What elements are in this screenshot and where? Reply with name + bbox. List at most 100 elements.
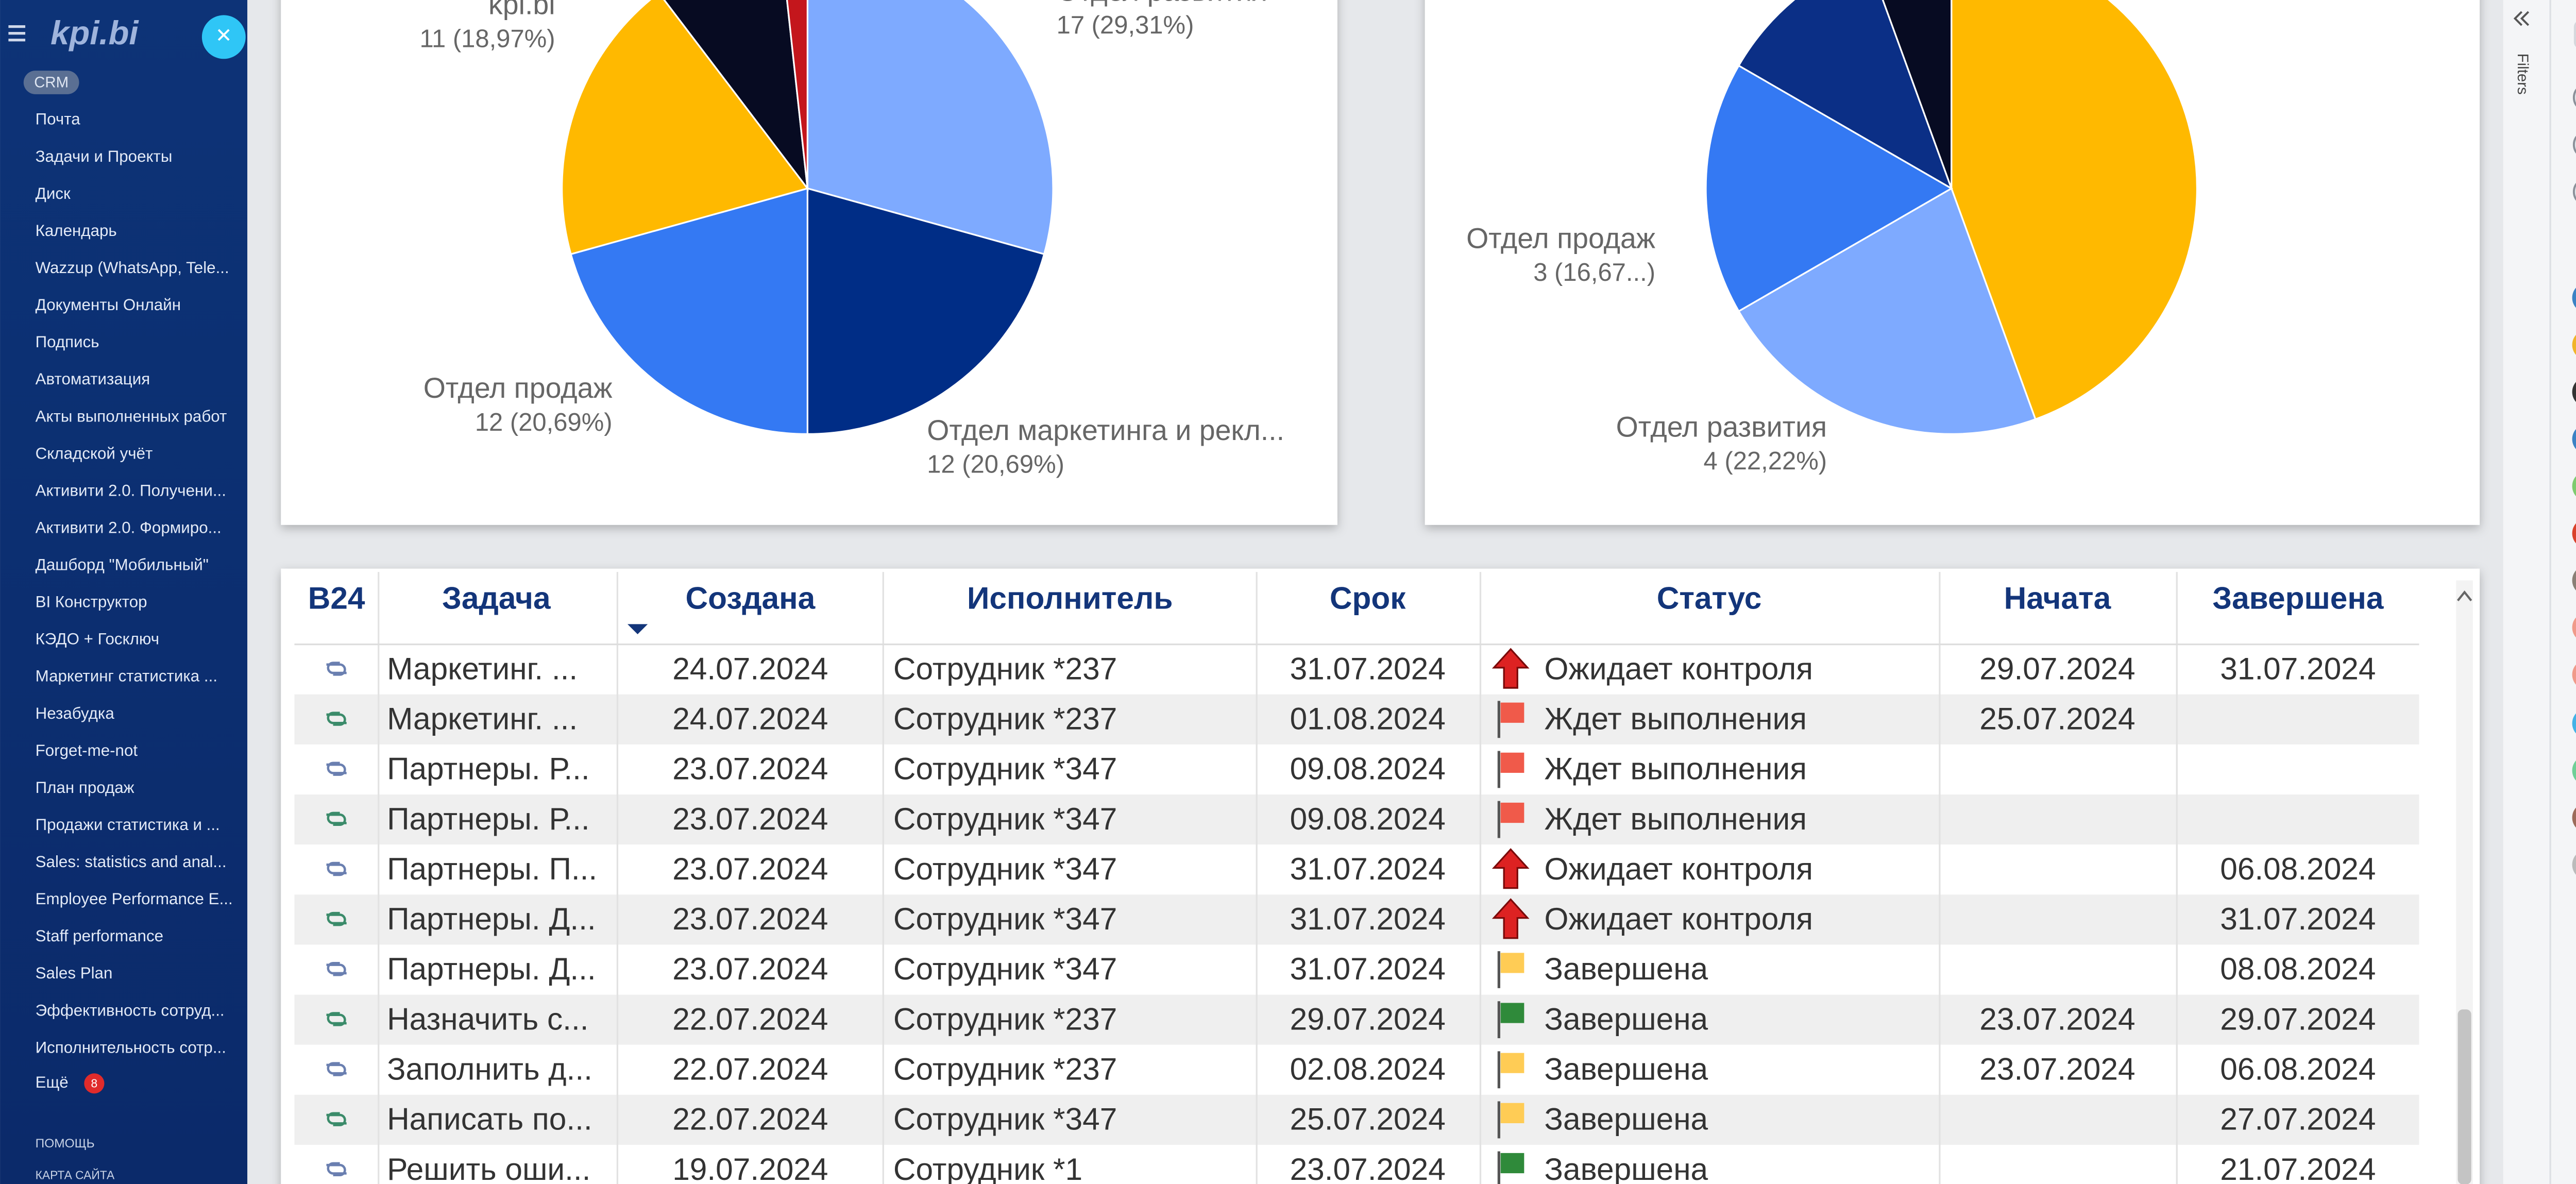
more-count: 8	[91, 1076, 98, 1090]
table-cell: 24.07.2024	[672, 651, 828, 686]
rail-icon[interactable]	[2572, 84, 2576, 111]
help-link[interactable]: ПОМОЩЬ	[36, 1137, 95, 1151]
avatar[interactable]	[2572, 377, 2576, 407]
menu-item[interactable]: Акты выполненных работ	[36, 407, 227, 425]
menu-item[interactable]: Forget-me-not	[36, 741, 138, 759]
link-icon[interactable]	[326, 1162, 347, 1177]
menu-item[interactable]: BI Конструктор	[36, 593, 147, 611]
scroll-thumb[interactable]	[2458, 1009, 2471, 1184]
sort-arrow[interactable]	[627, 624, 648, 634]
table-cell: 01.08.2024	[1290, 701, 1446, 736]
avatar[interactable]	[2572, 283, 2576, 313]
avatar[interactable]	[2572, 565, 2576, 596]
status-arrow	[1492, 848, 1530, 889]
avatar[interactable]	[2572, 708, 2576, 739]
menu-item[interactable]: Календарь	[36, 222, 117, 240]
table-cell: Партнеры. Д...	[387, 901, 596, 936]
menu-item[interactable]: КЭДО + Госключ	[36, 630, 159, 648]
menu-item[interactable]: Sales: statistics and anal...	[36, 853, 227, 871]
avatar[interactable]	[2572, 613, 2576, 643]
table-cell: 09.08.2024	[1290, 801, 1446, 836]
menu-item[interactable]: План продаж	[36, 779, 134, 797]
table-cell: Маркетинг. ...	[387, 701, 578, 736]
menu-item[interactable]: Документы Онлайн	[36, 296, 181, 314]
sitemap-link[interactable]: КАРТА САЙТА	[36, 1168, 115, 1181]
rail-icon[interactable]	[2572, 131, 2576, 158]
column-header[interactable]: Задача	[442, 581, 551, 616]
status-arrow	[1492, 648, 1530, 689]
menu-item[interactable]: Маркетинг статистика ...	[36, 667, 217, 685]
menu-item[interactable]: Задачи и Проекты	[36, 147, 173, 165]
avatar[interactable]	[2572, 803, 2576, 833]
avatar[interactable]	[2572, 850, 2576, 880]
avatar[interactable]	[2572, 755, 2576, 786]
table-cell: Партнеры. Р...	[387, 751, 590, 786]
table-cell: 24.07.2024	[672, 701, 828, 736]
menu-item[interactable]: Почта	[36, 110, 81, 128]
menu-item[interactable]: Дашборд "Мобильный"	[36, 556, 209, 574]
pie-slice	[1882, 0, 1953, 189]
table-cell: Сотрудник *347	[893, 801, 1117, 836]
pie-slice	[1705, 64, 1953, 313]
link-icon[interactable]	[326, 1062, 347, 1076]
menu-item[interactable]: Продажи статистика и ...	[36, 816, 220, 834]
table-cell: Сотрудник *237	[893, 1051, 1117, 1086]
menu-item[interactable]: Активити 2.0. Формиро...	[36, 518, 222, 536]
link-icon[interactable]	[326, 962, 347, 976]
avatar[interactable]	[2572, 471, 2576, 501]
menu-item[interactable]: Sales Plan	[36, 964, 113, 982]
help-button[interactable]	[2573, 20, 2576, 49]
column-header[interactable]: Начата	[2004, 581, 2111, 616]
slice-label: Отдел продаж	[423, 372, 613, 404]
link-icon[interactable]	[326, 712, 347, 726]
menu-item[interactable]: Wazzup (WhatsApp, Tele...	[36, 259, 229, 277]
close-button[interactable]	[201, 15, 246, 59]
link-icon[interactable]	[326, 1012, 347, 1026]
slice-value-label: 17 (29,31%)	[1057, 11, 1194, 39]
scroll-up[interactable]	[2456, 590, 2472, 602]
column-header[interactable]: Статус	[1657, 581, 1762, 616]
menu-item[interactable]: Staff performance	[36, 927, 163, 945]
menu-item[interactable]: Подпись	[36, 333, 99, 351]
column-header[interactable]: B24	[308, 581, 365, 616]
menu-item[interactable]: Складской учёт	[36, 444, 153, 462]
column-header[interactable]: Срок	[1330, 581, 1406, 616]
menu-item[interactable]: Автоматизация	[36, 370, 150, 388]
collapse-icon[interactable]	[2513, 11, 2530, 26]
table-cell: 08.08.2024	[2220, 951, 2376, 986]
link-icon[interactable]	[326, 911, 347, 926]
menu-item[interactable]: Активити 2.0. Получени...	[36, 481, 226, 499]
status-flag	[1500, 1053, 1524, 1073]
close-icon: ✕	[215, 25, 232, 47]
table-cell: 06.08.2024	[2220, 1051, 2376, 1086]
menu-item[interactable]: Исполнительность сотр...	[36, 1038, 226, 1056]
pie-slice	[806, 0, 1054, 256]
menu-item[interactable]: Employee Performance E...	[36, 890, 233, 908]
table-cell: Завершена	[1545, 1102, 1708, 1137]
menu-item[interactable]: Диск	[36, 184, 71, 202]
table-cell: Сотрудник *347	[893, 901, 1117, 936]
link-icon[interactable]	[326, 861, 347, 876]
avatar[interactable]	[2572, 659, 2576, 690]
column-header[interactable]: Создана	[685, 581, 815, 616]
avatar[interactable]	[2572, 518, 2576, 549]
table-cell: 23.07.2024	[1979, 1001, 2135, 1036]
table-cell: Сотрудник *237	[893, 701, 1117, 736]
menu-item[interactable]: Эффективность сотруд...	[36, 1001, 225, 1019]
menu-more[interactable]: Ещё	[36, 1073, 69, 1091]
column-header[interactable]: Завершена	[2212, 581, 2384, 616]
table-cell: Партнеры. Д...	[387, 951, 596, 986]
link-icon[interactable]	[326, 811, 347, 826]
avatar[interactable]	[2572, 424, 2576, 454]
link-icon[interactable]	[326, 662, 347, 676]
menu-item[interactable]: Незабудка	[36, 704, 115, 722]
filters-label[interactable]: Filters	[2514, 54, 2531, 95]
avatar[interactable]	[2572, 330, 2576, 360]
link-icon[interactable]	[326, 762, 347, 776]
table-cell: 31.07.2024	[1290, 651, 1446, 686]
table-cell: 23.07.2024	[672, 901, 828, 936]
rail-icon[interactable]	[2572, 178, 2576, 205]
column-header[interactable]: Исполнитель	[967, 581, 1173, 616]
link-icon[interactable]	[326, 1112, 347, 1126]
table-cell: 25.07.2024	[1979, 701, 2135, 736]
